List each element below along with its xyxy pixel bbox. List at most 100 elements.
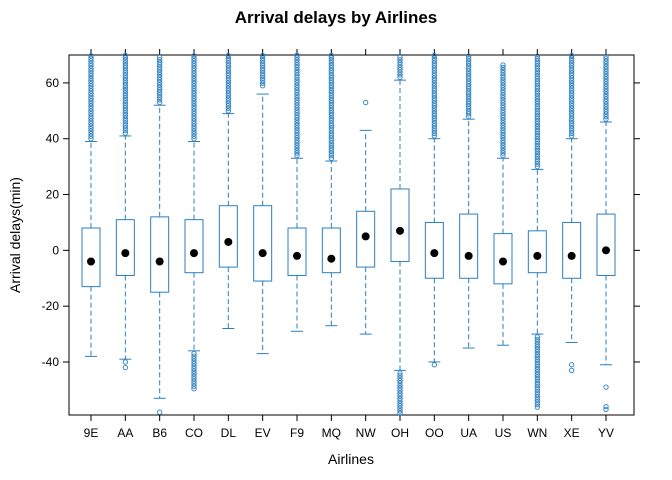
outlier-point	[225, 65, 231, 71]
x-tick-label: NW	[356, 426, 377, 440]
outlier-point	[431, 113, 437, 119]
outlier-point	[225, 80, 231, 86]
outlier-point	[88, 68, 94, 74]
outlier-point	[328, 143, 334, 149]
outlier-point	[88, 131, 94, 137]
outlier-point	[500, 64, 506, 71]
outlier-point	[122, 122, 128, 129]
outlier-point	[294, 135, 300, 141]
outlier-point	[157, 89, 163, 96]
outlier-point	[466, 91, 472, 97]
outlier-point	[431, 65, 437, 71]
median-point	[87, 257, 95, 266]
outlier-point	[294, 92, 300, 98]
outlier-point	[191, 65, 197, 72]
outlier-point	[569, 78, 575, 84]
outlier-point	[603, 101, 609, 107]
outlier-point	[534, 364, 540, 370]
outlier-point	[431, 93, 437, 99]
outlier-point	[603, 93, 609, 100]
outlier-point	[328, 100, 334, 106]
outlier-point	[603, 83, 609, 90]
outlier-point	[500, 69, 506, 76]
outlier-point	[534, 131, 540, 137]
outlier-point	[397, 388, 403, 394]
outlier-point	[328, 102, 334, 109]
outlier-point	[225, 60, 231, 66]
iqr-box	[596, 213, 616, 276]
outlier-point	[466, 55, 472, 62]
outlier-point	[534, 111, 540, 117]
outlier-point	[88, 110, 94, 117]
outlier-point	[603, 116, 609, 122]
median-point	[121, 249, 130, 258]
outlier-point	[88, 98, 94, 104]
outlier-point	[191, 73, 197, 79]
outlier-point	[294, 142, 300, 149]
outlier-point	[397, 69, 403, 75]
outlier-point	[534, 158, 540, 165]
outlier-point	[500, 100, 506, 106]
outlier-point	[260, 75, 266, 81]
outlier-point	[328, 72, 334, 79]
outlier-point	[294, 152, 300, 159]
outlier-point	[122, 72, 128, 79]
outlier-point	[431, 133, 437, 139]
outlier-point	[260, 80, 266, 86]
outlier-point	[191, 386, 197, 392]
outlier-point	[603, 114, 609, 120]
plot-frame	[68, 54, 635, 416]
outlier-point	[569, 98, 575, 104]
outlier-point	[122, 120, 128, 126]
outlier-point	[191, 100, 197, 107]
outlier-point	[328, 115, 334, 121]
outlier-point	[466, 81, 472, 87]
outlier-point	[534, 141, 540, 147]
outlier-point	[500, 97, 506, 103]
outlier-point	[466, 73, 472, 79]
outlier-point	[534, 394, 540, 400]
y-tick-label: 20	[46, 188, 60, 202]
outlier-point	[431, 62, 437, 69]
box-XE	[562, 52, 582, 373]
outlier-point	[500, 127, 506, 133]
outlier-point	[88, 65, 94, 72]
outlier-point	[191, 55, 197, 61]
outlier-point	[397, 54, 403, 60]
outlier-point	[122, 117, 128, 124]
outlier-point	[431, 67, 437, 74]
outlier-point	[534, 128, 540, 135]
outlier-point	[603, 66, 609, 72]
outlier-point	[466, 111, 472, 117]
outlier-point	[294, 125, 300, 131]
median-point	[499, 257, 507, 266]
outlier-point	[534, 136, 540, 142]
outlier-point	[397, 390, 403, 396]
outlier-point	[500, 82, 506, 88]
outlier-point	[157, 94, 163, 101]
outlier-point	[122, 125, 128, 131]
outlier-point	[603, 406, 609, 413]
outlier-point	[191, 353, 197, 359]
outlier-point	[122, 127, 128, 134]
y-tick-label: 60	[46, 76, 60, 90]
outlier-point	[569, 93, 575, 99]
outlier-point	[431, 55, 437, 61]
outlier-point	[294, 107, 300, 113]
x-tick-label: OO	[425, 426, 444, 440]
outlier-point	[534, 384, 540, 390]
outlier-point	[569, 118, 575, 124]
outlier-point	[431, 118, 437, 124]
outlier-point	[157, 59, 163, 65]
outlier-point	[569, 103, 575, 109]
x-tick-label: B6	[152, 426, 167, 440]
outlier-point	[534, 66, 540, 72]
outlier-point	[191, 110, 197, 117]
outlier-point	[569, 108, 575, 114]
outlier-point	[191, 60, 197, 67]
axis-ticks: -40 -20 0 20 40 60 9E AA B6 CO DL EV F9 MQ NW OH OO UA US W…	[42, 49, 640, 440]
outlier-point	[191, 93, 197, 99]
outlier-point	[294, 127, 300, 133]
outlier-point	[328, 85, 334, 91]
